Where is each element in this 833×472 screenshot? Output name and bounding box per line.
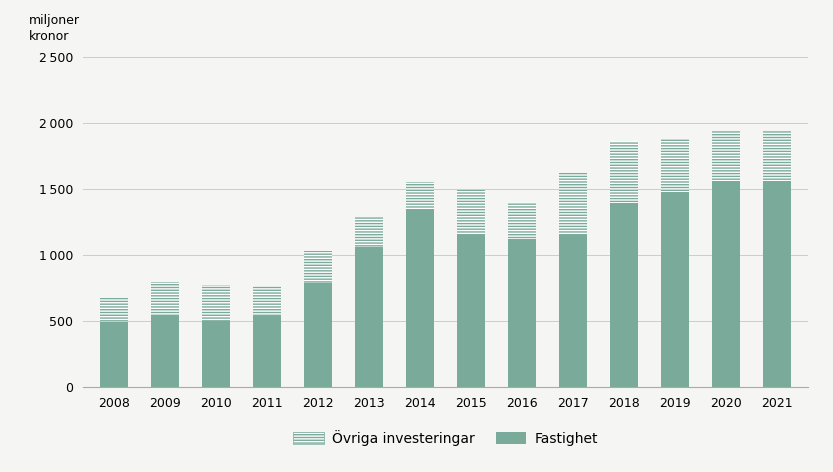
Bar bbox=[304, 283, 332, 387]
Bar bbox=[763, 181, 791, 387]
Bar bbox=[151, 282, 179, 315]
Bar bbox=[457, 235, 485, 387]
Bar bbox=[407, 182, 434, 210]
Bar bbox=[253, 286, 281, 316]
Bar bbox=[202, 321, 230, 387]
Bar bbox=[304, 251, 332, 283]
Bar bbox=[100, 322, 128, 387]
Bar bbox=[712, 131, 741, 181]
Bar bbox=[355, 217, 383, 247]
Bar bbox=[202, 285, 230, 321]
Bar bbox=[151, 315, 179, 387]
Bar bbox=[611, 141, 638, 202]
Bar bbox=[355, 247, 383, 387]
Bar bbox=[407, 210, 434, 387]
Bar bbox=[712, 181, 741, 387]
Text: miljoner
kronor: miljoner kronor bbox=[29, 14, 80, 42]
Legend: Övriga investeringar, Fastighet: Övriga investeringar, Fastighet bbox=[287, 423, 605, 453]
Bar bbox=[559, 235, 587, 387]
Bar bbox=[457, 190, 485, 235]
Bar bbox=[100, 298, 128, 322]
Bar bbox=[611, 202, 638, 387]
Bar bbox=[253, 316, 281, 387]
Bar bbox=[661, 139, 690, 192]
Bar bbox=[508, 202, 536, 239]
Bar bbox=[559, 173, 587, 235]
Bar bbox=[763, 131, 791, 181]
Bar bbox=[508, 239, 536, 387]
Bar bbox=[661, 192, 690, 387]
